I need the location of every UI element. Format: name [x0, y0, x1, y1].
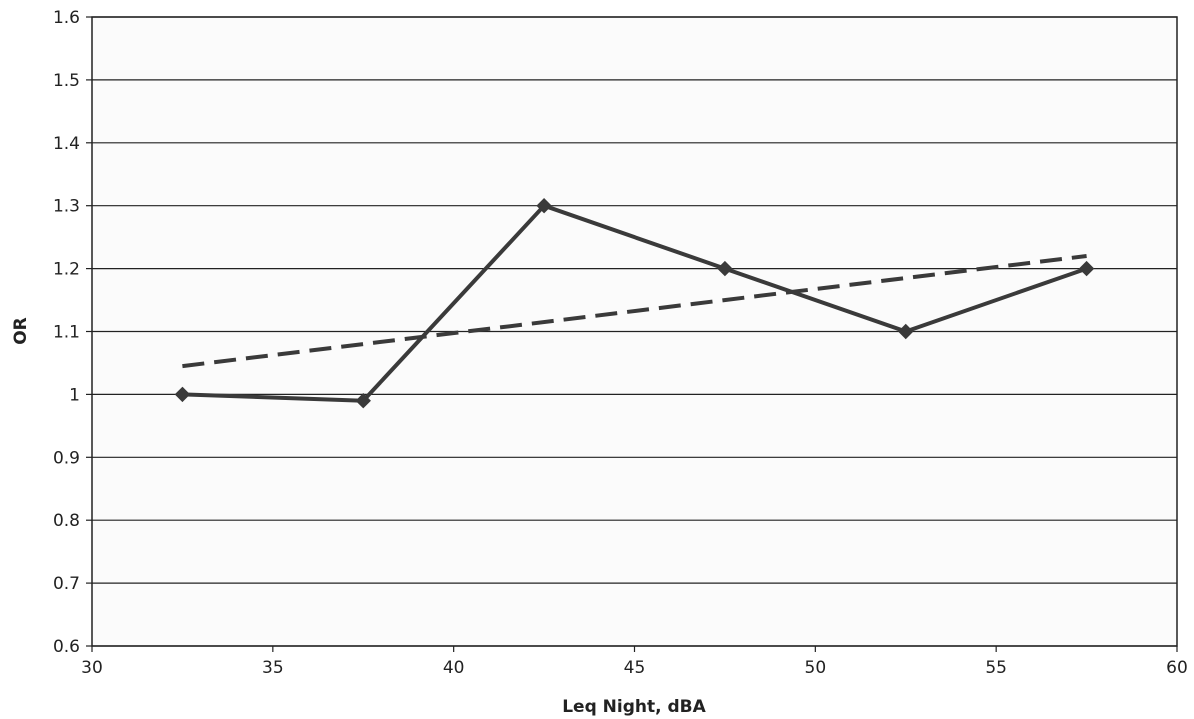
y-tick-label: 0.7	[53, 574, 80, 594]
x-tick-label: 60	[1166, 658, 1188, 678]
x-tick-label: 45	[624, 658, 646, 678]
y-axis-title: OR	[11, 317, 31, 345]
y-tick-label: 1.3	[53, 197, 80, 217]
y-axis-ticks: 0.6 0.7 0.8 0.9 1 1.1 1.2 1.3 1.4 1.5 1.6	[53, 8, 92, 657]
y-tick-label: 1.4	[53, 134, 80, 154]
data-point-marker	[717, 260, 733, 277]
data-point-marker	[1078, 260, 1095, 277]
x-tick-label: 35	[262, 658, 284, 678]
series-line	[182, 203, 1088, 403]
y-tick-label: 1.5	[53, 71, 80, 91]
trend-line	[182, 254, 1087, 369]
y-tick-label: 1	[69, 385, 80, 405]
x-tick-label: 40	[443, 658, 465, 678]
y-tick-label: 0.6	[53, 637, 80, 657]
y-tick-label: 1.2	[53, 260, 80, 280]
x-axis-title: Leq Night, dBA	[562, 697, 706, 717]
data-point-marker	[174, 386, 191, 403]
x-tick-label: 55	[985, 658, 1007, 678]
y-tick-label: 1.1	[53, 323, 80, 343]
x-tick-label: 50	[805, 658, 827, 678]
x-tick-label: 30	[81, 658, 103, 678]
y-tick-label: 0.8	[53, 511, 80, 531]
data-point-marker	[898, 323, 914, 340]
series-group	[174, 197, 1095, 409]
x-axis-ticks: 30 35 40 45 50 55 60	[81, 646, 1188, 678]
y-tick-label: 0.9	[53, 448, 80, 468]
data-point-marker	[355, 392, 371, 409]
y-tick-label: 1.6	[53, 8, 80, 28]
data-point-marker	[536, 197, 552, 214]
